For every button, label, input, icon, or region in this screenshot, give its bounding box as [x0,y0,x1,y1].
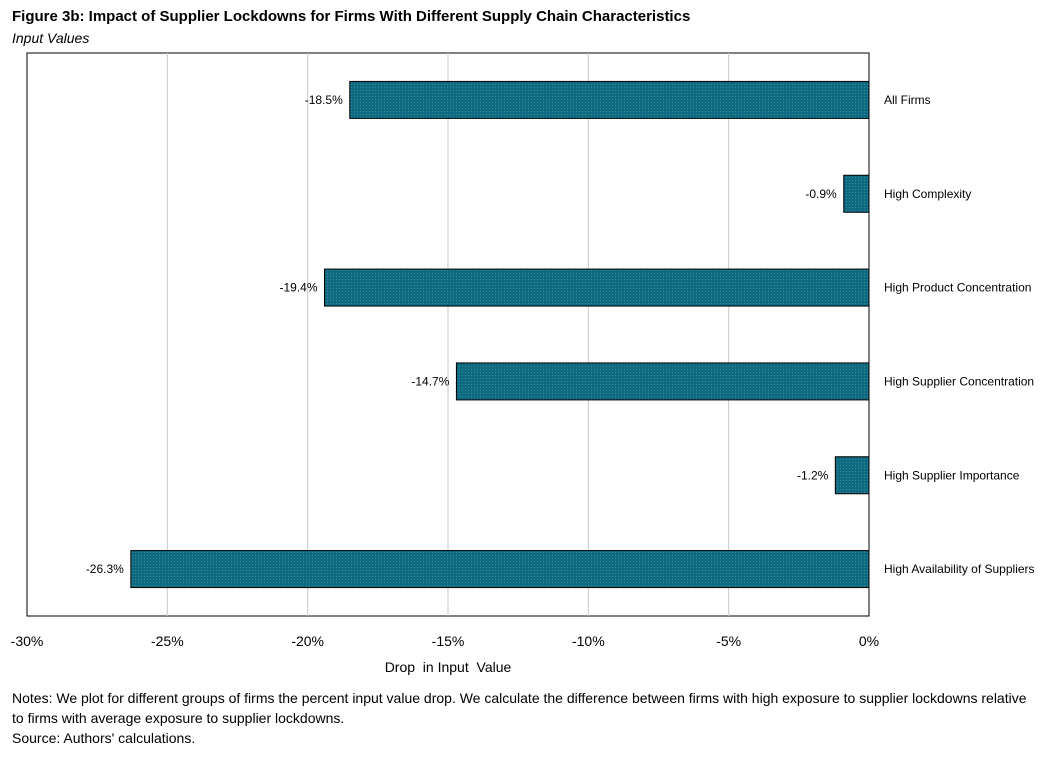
x-tick-label: -30% [11,633,44,649]
bar [843,174,870,213]
data-label: -0.9% [805,187,837,201]
gridlines [166,53,730,616]
x-axis-ticks: -30% -25% -20% -15% -10% -5% 0% [11,633,879,649]
bars [130,80,870,589]
x-tick-label: -20% [291,633,324,649]
bar [349,80,870,119]
source-text: Source: Authors' calculations. [12,730,196,746]
chart-subtitle: Input Values [12,30,90,46]
bar [455,362,870,401]
category-label: High Product Concentration [884,281,1031,295]
chart-title: Figure 3b: Impact of Supplier Lockdowns … [12,8,691,25]
data-labels: -18.5% -0.9% -19.4% -14.7% -1.2% -26.3% [86,93,837,576]
category-label: High Complexity [884,187,971,201]
x-tick-label: -25% [151,633,184,649]
x-axis-label: Drop in Input Value [385,659,512,675]
x-tick-label: 0% [859,633,879,649]
data-label: -14.7% [411,374,449,388]
data-label: -18.5% [305,93,343,107]
x-tick-label: -5% [716,633,741,649]
data-label: -26.3% [86,562,124,576]
data-label: -19.4% [279,281,317,295]
bar [130,550,870,589]
bar [834,456,870,495]
notes: Notes: We plot for different groups of f… [12,688,1032,748]
notes-text: Notes: We plot for different groups of f… [12,690,1027,726]
category-label: All Firms [884,93,931,107]
x-tick-label: -15% [432,633,465,649]
category-label: High Supplier Importance [884,468,1020,482]
category-label: High Supplier Concentration [884,374,1034,388]
category-label: High Availability of Suppliers [884,562,1035,576]
bar [324,268,870,307]
data-label: -1.2% [797,468,829,482]
x-tick-label: -10% [572,633,605,649]
category-labels: All Firms High Complexity High Product Con… [884,93,1035,576]
bar-chart: -18.5% -0.9% -19.4% -14.7% -1.2% -26.3% All F… [11,52,1035,675]
